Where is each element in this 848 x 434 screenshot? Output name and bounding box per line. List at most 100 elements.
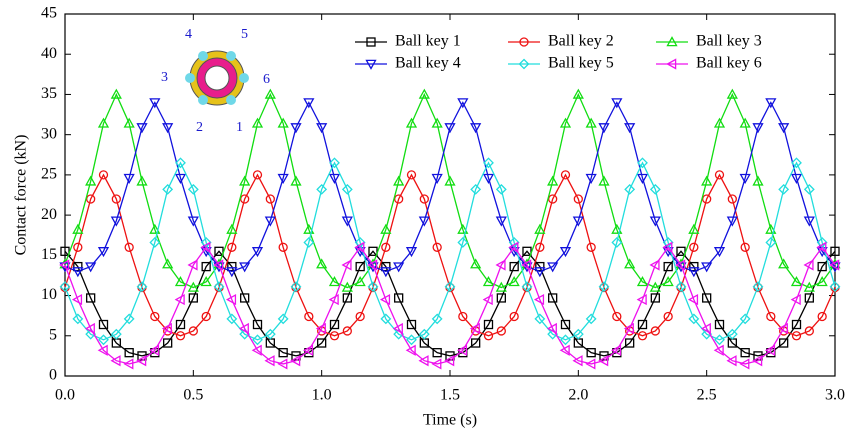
- marker: [637, 319, 648, 330]
- marker: [804, 293, 814, 303]
- marker: [585, 358, 596, 370]
- y-tick-label: 45: [41, 5, 57, 22]
- series-line: [64, 246, 836, 365]
- marker: [380, 313, 392, 325]
- marker: [765, 98, 777, 109]
- marker: [482, 173, 495, 184]
- marker: [610, 344, 622, 356]
- marker: [752, 123, 764, 134]
- marker: [548, 194, 558, 204]
- marker: [803, 259, 814, 271]
- marker: [560, 319, 571, 330]
- marker: [328, 276, 341, 287]
- marker: [702, 293, 712, 303]
- marker: [572, 355, 583, 367]
- legend-label: Ball key 1: [395, 33, 461, 50]
- marker: [624, 258, 636, 269]
- marker: [534, 313, 546, 325]
- inset-label: 4: [185, 27, 192, 42]
- marker: [816, 241, 827, 253]
- marker: [713, 344, 724, 356]
- marker: [752, 281, 764, 293]
- marker: [214, 246, 224, 256]
- marker: [432, 242, 442, 252]
- marker: [649, 216, 661, 227]
- marker: [73, 242, 83, 252]
- marker: [817, 311, 827, 322]
- marker: [509, 261, 519, 272]
- marker: [302, 344, 314, 356]
- marker: [676, 246, 686, 256]
- marker: [110, 88, 122, 99]
- marker: [778, 258, 790, 269]
- marker: [265, 194, 275, 204]
- marker: [702, 194, 712, 204]
- marker: [123, 173, 135, 184]
- x-axis-label: Time (s): [423, 412, 477, 429]
- marker: [355, 311, 365, 322]
- marker: [431, 117, 443, 128]
- marker: [72, 313, 84, 325]
- marker: [714, 319, 725, 330]
- x-tick-label: 0.5: [183, 387, 203, 404]
- marker: [174, 173, 187, 184]
- marker: [444, 175, 456, 186]
- marker: [522, 246, 532, 256]
- marker: [829, 281, 841, 293]
- marker: [303, 237, 315, 248]
- marker: [84, 322, 95, 335]
- y-tick-label: 10: [41, 286, 57, 303]
- marker: [765, 237, 777, 248]
- marker: [303, 98, 315, 109]
- marker: [444, 281, 456, 293]
- x-tick-label: 0.0: [55, 387, 75, 404]
- legend: Ball key 1 Ball key 2 Ball key 3 Ball key 4…: [355, 33, 762, 72]
- marker: [700, 322, 711, 335]
- marker: [329, 331, 340, 341]
- marker: [366, 37, 376, 47]
- marker: [727, 194, 737, 204]
- series-line: [64, 161, 836, 341]
- marker: [110, 355, 121, 367]
- marker: [804, 326, 814, 336]
- marker: [521, 281, 533, 293]
- y-tick-label: 40: [41, 45, 57, 62]
- marker: [572, 216, 584, 227]
- marker: [290, 123, 302, 134]
- marker: [649, 281, 661, 292]
- marker: [149, 98, 161, 109]
- marker: [71, 293, 83, 306]
- marker: [110, 328, 122, 340]
- marker: [572, 328, 584, 340]
- marker: [598, 281, 610, 293]
- marker: [200, 276, 212, 287]
- marker: [585, 117, 597, 128]
- marker: [316, 123, 328, 134]
- marker: [406, 319, 417, 330]
- marker: [60, 246, 70, 256]
- marker: [304, 311, 314, 322]
- marker: [560, 334, 571, 346]
- legend-label: Ball key 5: [548, 55, 614, 72]
- marker: [97, 344, 108, 356]
- marker: [585, 173, 597, 184]
- marker: [175, 157, 186, 169]
- marker: [496, 326, 506, 336]
- marker: [201, 311, 211, 322]
- marker: [726, 88, 738, 99]
- marker: [380, 223, 392, 234]
- marker: [714, 170, 725, 180]
- marker: [663, 311, 673, 322]
- marker: [470, 183, 482, 195]
- marker: [150, 311, 160, 322]
- marker: [739, 358, 750, 370]
- marker: [547, 262, 559, 273]
- marker: [509, 311, 519, 322]
- marker: [457, 223, 469, 234]
- marker: [251, 344, 262, 356]
- marker: [791, 157, 802, 169]
- marker: [431, 173, 443, 184]
- legend-label: Ball key 2: [548, 33, 614, 50]
- marker: [393, 175, 405, 186]
